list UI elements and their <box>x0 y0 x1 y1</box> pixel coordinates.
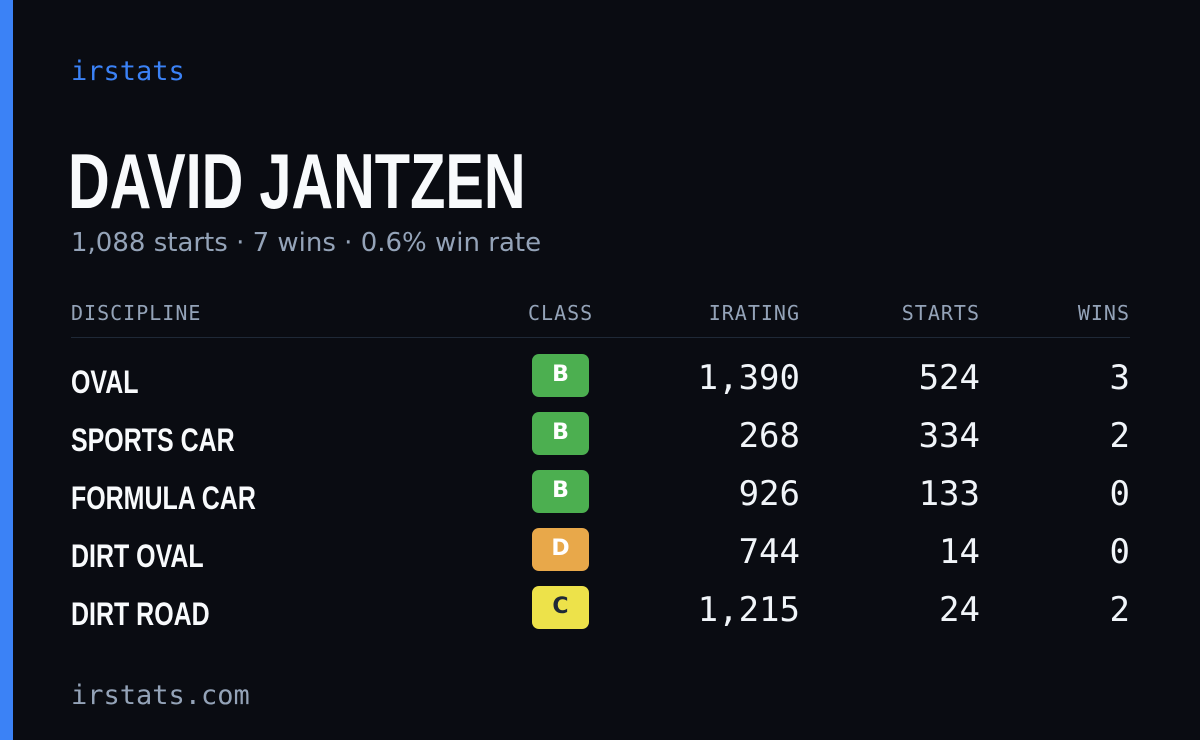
starts-value: 524 <box>918 358 980 398</box>
header-class: CLASS <box>528 301 594 325</box>
stats-table: DISCIPLINE CLASS IRATING STARTS WINS OVA… <box>71 298 1130 644</box>
table-header: DISCIPLINE CLASS IRATING STARTS WINS <box>71 298 1130 338</box>
table-row: DIRT OVAL D 744 14 0 <box>71 528 1130 586</box>
wins-value: 0 <box>1109 474 1130 514</box>
accent-bar <box>0 0 13 740</box>
brand-logo-text[interactable]: irstats <box>71 56 185 87</box>
wins-value: 0 <box>1109 532 1130 572</box>
wins-value: 2 <box>1109 590 1130 630</box>
starts-value: 14 <box>939 532 980 572</box>
header-irating: IRATING <box>708 301 800 325</box>
header-discipline: DISCIPLINE <box>71 301 202 325</box>
irating-value: 1,390 <box>697 358 800 398</box>
discipline-name: FORMULA CAR <box>71 480 256 516</box>
class-badge: B <box>532 354 589 397</box>
discipline-name: SPORTS CAR <box>71 422 235 458</box>
table-row: FORMULA CAR B 926 133 0 <box>71 470 1130 528</box>
irating-value: 926 <box>738 474 800 514</box>
header-wins: WINS <box>1077 301 1130 325</box>
table-row: DIRT ROAD C 1,215 24 2 <box>71 586 1130 644</box>
wins-value: 3 <box>1109 358 1130 398</box>
irating-value: 268 <box>738 416 800 456</box>
class-badge: B <box>532 470 589 513</box>
class-badge: B <box>532 412 589 455</box>
discipline-name: DIRT OVAL <box>71 538 204 574</box>
header-starts: STARTS <box>901 301 980 325</box>
class-badge: C <box>532 586 589 629</box>
driver-name: DAVID JANTZEN <box>68 137 526 225</box>
starts-value: 334 <box>918 416 980 456</box>
irating-value: 1,215 <box>697 590 800 630</box>
discipline-name: OVAL <box>71 364 139 400</box>
table-row: SPORTS CAR B 268 334 2 <box>71 412 1130 470</box>
table-row: OVAL B 1,390 524 3 <box>71 354 1130 412</box>
starts-value: 24 <box>939 590 980 630</box>
footer-site-link[interactable]: irstats.com <box>71 680 250 711</box>
discipline-name: DIRT ROAD <box>71 596 210 632</box>
table-body: OVAL B 1,390 524 3 SPORTS CAR B 268 334 … <box>71 354 1130 644</box>
driver-summary: 1,088 starts · 7 wins · 0.6% win rate <box>71 228 542 258</box>
starts-value: 133 <box>918 474 980 514</box>
wins-value: 2 <box>1109 416 1130 456</box>
irating-value: 744 <box>738 532 800 572</box>
class-badge: D <box>532 528 589 571</box>
